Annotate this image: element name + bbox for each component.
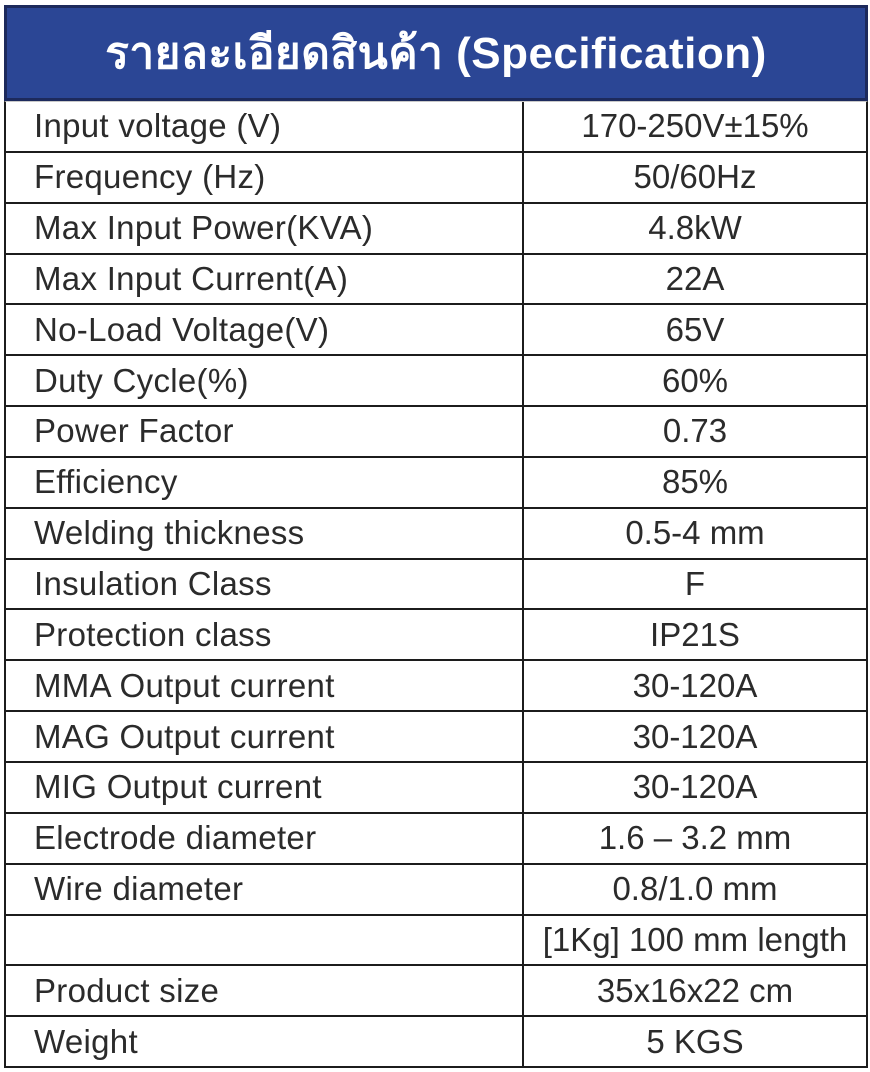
row-value: 1.6 – 3.2 mm: [522, 813, 866, 863]
row-value: 4.8kW: [522, 203, 866, 253]
table-row: Protection class IP21S: [6, 608, 866, 660]
row-value: 22A: [522, 254, 866, 304]
row-value: 5 KGS: [522, 1017, 866, 1067]
row-label: MAG Output current: [34, 717, 335, 755]
row-label: [6, 916, 522, 965]
row-label: Wire diameter: [34, 870, 244, 908]
table-row: Electrode diameter 1.6 – 3.2 mm: [6, 811, 866, 863]
table-row: MMA Output current 30-120A: [6, 659, 866, 711]
row-value: 0.8/1.0 mm: [522, 864, 866, 914]
row-value: 35x16x22 cm: [522, 966, 866, 1016]
spec-table: Input voltage (V) 170-250V±15% Frequency…: [4, 101, 868, 1068]
row-value: 85%: [522, 457, 866, 507]
table-row: Input voltage (V) 170-250V±15%: [6, 102, 866, 151]
row-label: Frequency (Hz): [34, 158, 266, 196]
row-label: Input voltage (V): [34, 107, 282, 145]
table-row: [1Kg] 100 mm length: [6, 913, 866, 965]
table-row: MIG Output current 30-120A: [6, 760, 866, 812]
row-value: F: [522, 559, 866, 609]
row-label: Max Input Current(A): [34, 259, 349, 297]
table-row: Weight 5 KGS: [6, 1015, 866, 1067]
row-value: 0.5-4 mm: [522, 508, 866, 558]
row-label: Welding thickness: [34, 514, 305, 552]
spec-sheet-page: รายละเอียดสินค้า (Specification) Input v…: [0, 5, 870, 1072]
row-value: 0.73: [522, 407, 866, 456]
table-row: Frequency (Hz) 50/60Hz: [6, 150, 866, 202]
table-row: Duty Cycle(%) 60%: [6, 354, 866, 406]
table-row: Max Input Current(A) 22A: [6, 252, 866, 304]
row-label: Power Factor: [34, 412, 234, 450]
table-row: Welding thickness 0.5-4 mm: [6, 506, 866, 558]
row-value: 60%: [522, 356, 866, 406]
page-title: รายละเอียดสินค้า (Specification): [105, 29, 767, 78]
row-label: Duty Cycle(%): [34, 361, 249, 399]
row-label: Electrode diameter: [34, 819, 317, 857]
table-row: Wire diameter 0.8/1.0 mm: [6, 862, 866, 914]
row-label: Protection class: [34, 615, 272, 653]
row-value: 170-250V±15%: [522, 102, 866, 151]
row-value: 50/60Hz: [522, 152, 866, 202]
table-row: Efficiency 85%: [6, 455, 866, 507]
row-value: 30-120A: [522, 712, 866, 761]
row-value: IP21S: [522, 610, 866, 660]
row-value: 65V: [522, 305, 866, 355]
table-row: No-Load Voltage(V) 65V: [6, 303, 866, 355]
row-label: Product size: [34, 971, 220, 1009]
row-label: Efficiency: [34, 463, 178, 501]
table-row: Max Input Power(KVA) 4.8kW: [6, 201, 866, 253]
spec-header: รายละเอียดสินค้า (Specification): [4, 5, 868, 101]
table-row: MAG Output current 30-120A: [6, 710, 866, 761]
table-row: Product size 35x16x22 cm: [6, 964, 866, 1016]
table-row: Insulation Class F: [6, 557, 866, 609]
row-label: Max Input Power(KVA): [34, 209, 374, 247]
row-label: Weight: [34, 1022, 138, 1060]
row-label: MIG Output current: [34, 768, 322, 806]
row-value: [1Kg] 100 mm length: [522, 915, 866, 965]
table-row: Power Factor 0.73: [6, 405, 866, 456]
row-value: 30-120A: [522, 661, 866, 711]
row-label: No-Load Voltage(V): [34, 310, 330, 348]
row-label: MMA Output current: [34, 666, 335, 704]
row-value: 30-120A: [522, 762, 866, 812]
row-label: Insulation Class: [34, 565, 272, 603]
